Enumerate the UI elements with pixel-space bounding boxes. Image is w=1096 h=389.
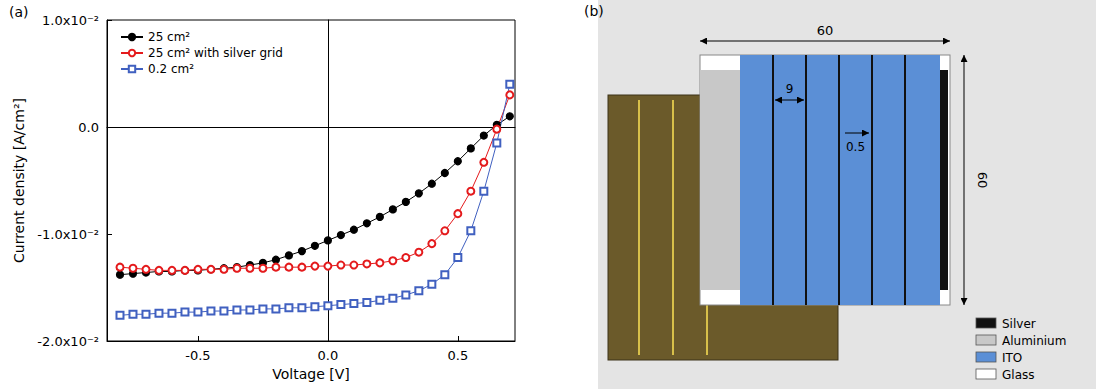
svg-text:0.0: 0.0 xyxy=(78,120,99,135)
svg-text:(b): (b) xyxy=(584,3,604,19)
svg-text:Aluminium: Aluminium xyxy=(1002,334,1066,348)
svg-text:0.2 cm²: 0.2 cm² xyxy=(148,62,194,76)
svg-text:60: 60 xyxy=(975,172,990,189)
svg-text:9: 9 xyxy=(786,82,794,96)
svg-text:ITO: ITO xyxy=(1002,351,1022,365)
svg-text:0.0: 0.0 xyxy=(318,348,339,363)
svg-text:60: 60 xyxy=(817,23,834,38)
svg-text:1.0x10⁻²: 1.0x10⁻² xyxy=(42,13,99,28)
svg-text:25 cm²: 25 cm² xyxy=(148,30,190,44)
svg-text:Silver: Silver xyxy=(1002,317,1036,331)
svg-text:(a): (a) xyxy=(9,4,29,20)
svg-text:-1.0x10⁻²: -1.0x10⁻² xyxy=(37,227,99,242)
svg-text:0.5: 0.5 xyxy=(846,140,865,154)
svg-text:0.5: 0.5 xyxy=(447,348,468,363)
svg-text:Voltage [V]: Voltage [V] xyxy=(272,366,349,382)
svg-text:-0.5: -0.5 xyxy=(185,348,210,363)
svg-text:Current density [A/cm²]: Current density [A/cm²] xyxy=(11,98,27,263)
svg-text:Glass: Glass xyxy=(1002,368,1035,382)
svg-text:-2.0x10⁻²: -2.0x10⁻² xyxy=(37,334,99,349)
svg-text:25 cm² with silver grid: 25 cm² with silver grid xyxy=(148,46,283,60)
